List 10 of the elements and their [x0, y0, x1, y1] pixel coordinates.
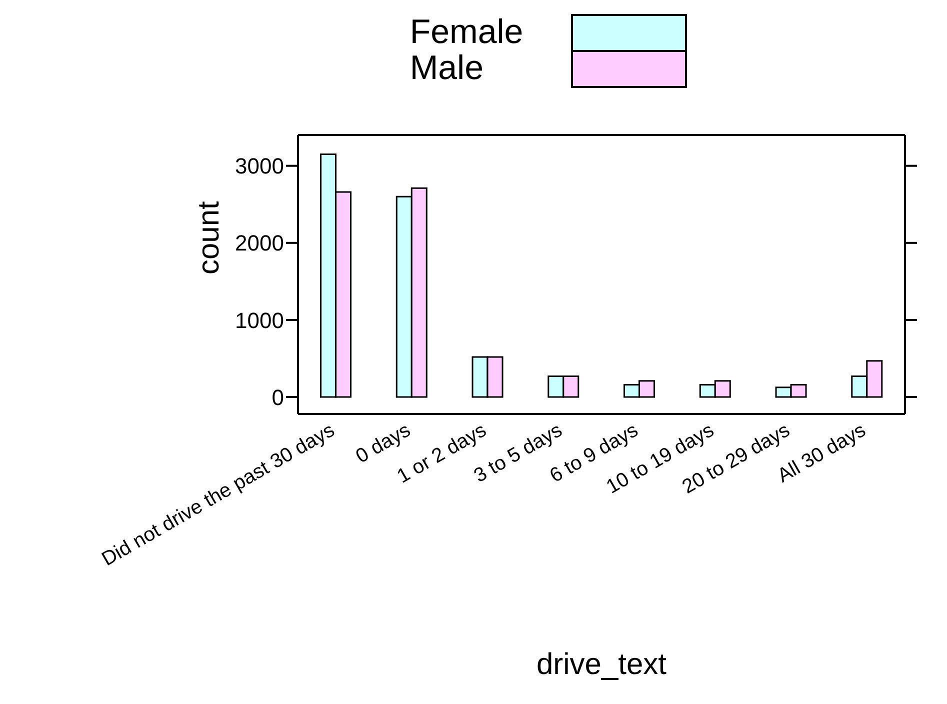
legend-label: Female: [410, 13, 524, 51]
y-tick-label: 1000: [235, 308, 284, 333]
x-tick-label: 0 days: [352, 419, 414, 468]
y-tick-label: 2000: [235, 230, 284, 256]
y-tick-label: 3000: [235, 154, 284, 179]
x-tick-label: Did not drive the past 30 days: [98, 419, 338, 571]
x-axis-title: drive_text: [536, 648, 668, 681]
text: Male: [410, 49, 485, 87]
y-axis-title: count: [192, 200, 226, 274]
y-tick-label: 0: [272, 384, 284, 410]
